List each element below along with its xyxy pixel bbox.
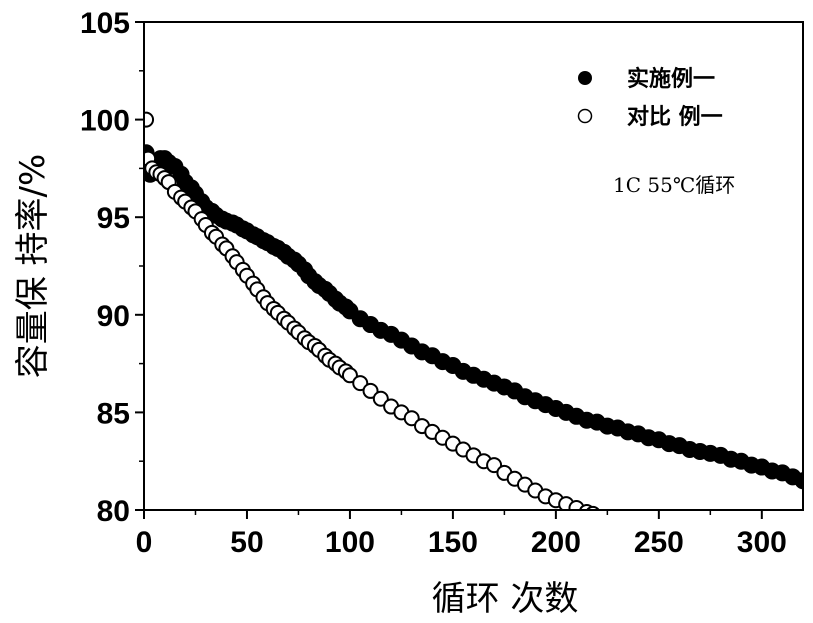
y-tick-label: 100 xyxy=(80,105,130,138)
open-data-point xyxy=(341,367,358,384)
x-tick-label: 200 xyxy=(531,526,581,559)
legend-marker-filled xyxy=(578,71,592,85)
x-axis-label: 循环 次数 xyxy=(432,579,579,619)
open-data-point xyxy=(144,111,155,128)
open-data-point xyxy=(486,457,503,474)
legend-label-series-1: 实施例一 xyxy=(627,66,715,92)
condition-annotation: 1C 55℃循环 xyxy=(613,173,735,197)
series-2 xyxy=(144,111,600,510)
x-tick-label: 50 xyxy=(230,526,263,559)
y-axis-label: 容量保 持率/% xyxy=(13,154,53,379)
axes: 0 50 100 150 200 250 300 80 85 90 95 100 105 xyxy=(80,7,787,559)
y-tick-label: 85 xyxy=(97,397,130,430)
x-tick-label: 300 xyxy=(737,526,787,559)
series-1 xyxy=(144,144,803,490)
data-marks xyxy=(144,111,803,510)
y-tick-label: 80 xyxy=(97,495,130,528)
x-tick-label: 250 xyxy=(634,526,684,559)
y-tick-label: 95 xyxy=(97,202,130,235)
legend-label-series-2: 对比 例一 xyxy=(627,105,723,130)
x-tick-label: 100 xyxy=(325,526,375,559)
x-tick-label: 150 xyxy=(428,526,478,559)
y-tick-label: 105 xyxy=(80,7,130,40)
legend-marker-open xyxy=(577,108,593,124)
filled-data-point xyxy=(794,472,803,490)
open-data-point xyxy=(372,390,389,407)
y-tick-label: 90 xyxy=(97,300,130,333)
legend: 实施例一 对比 例一 xyxy=(577,66,723,130)
open-data-point xyxy=(352,375,369,392)
open-data-point xyxy=(362,382,379,399)
open-data-point xyxy=(403,410,420,427)
x-tick-label: 0 xyxy=(136,526,153,559)
